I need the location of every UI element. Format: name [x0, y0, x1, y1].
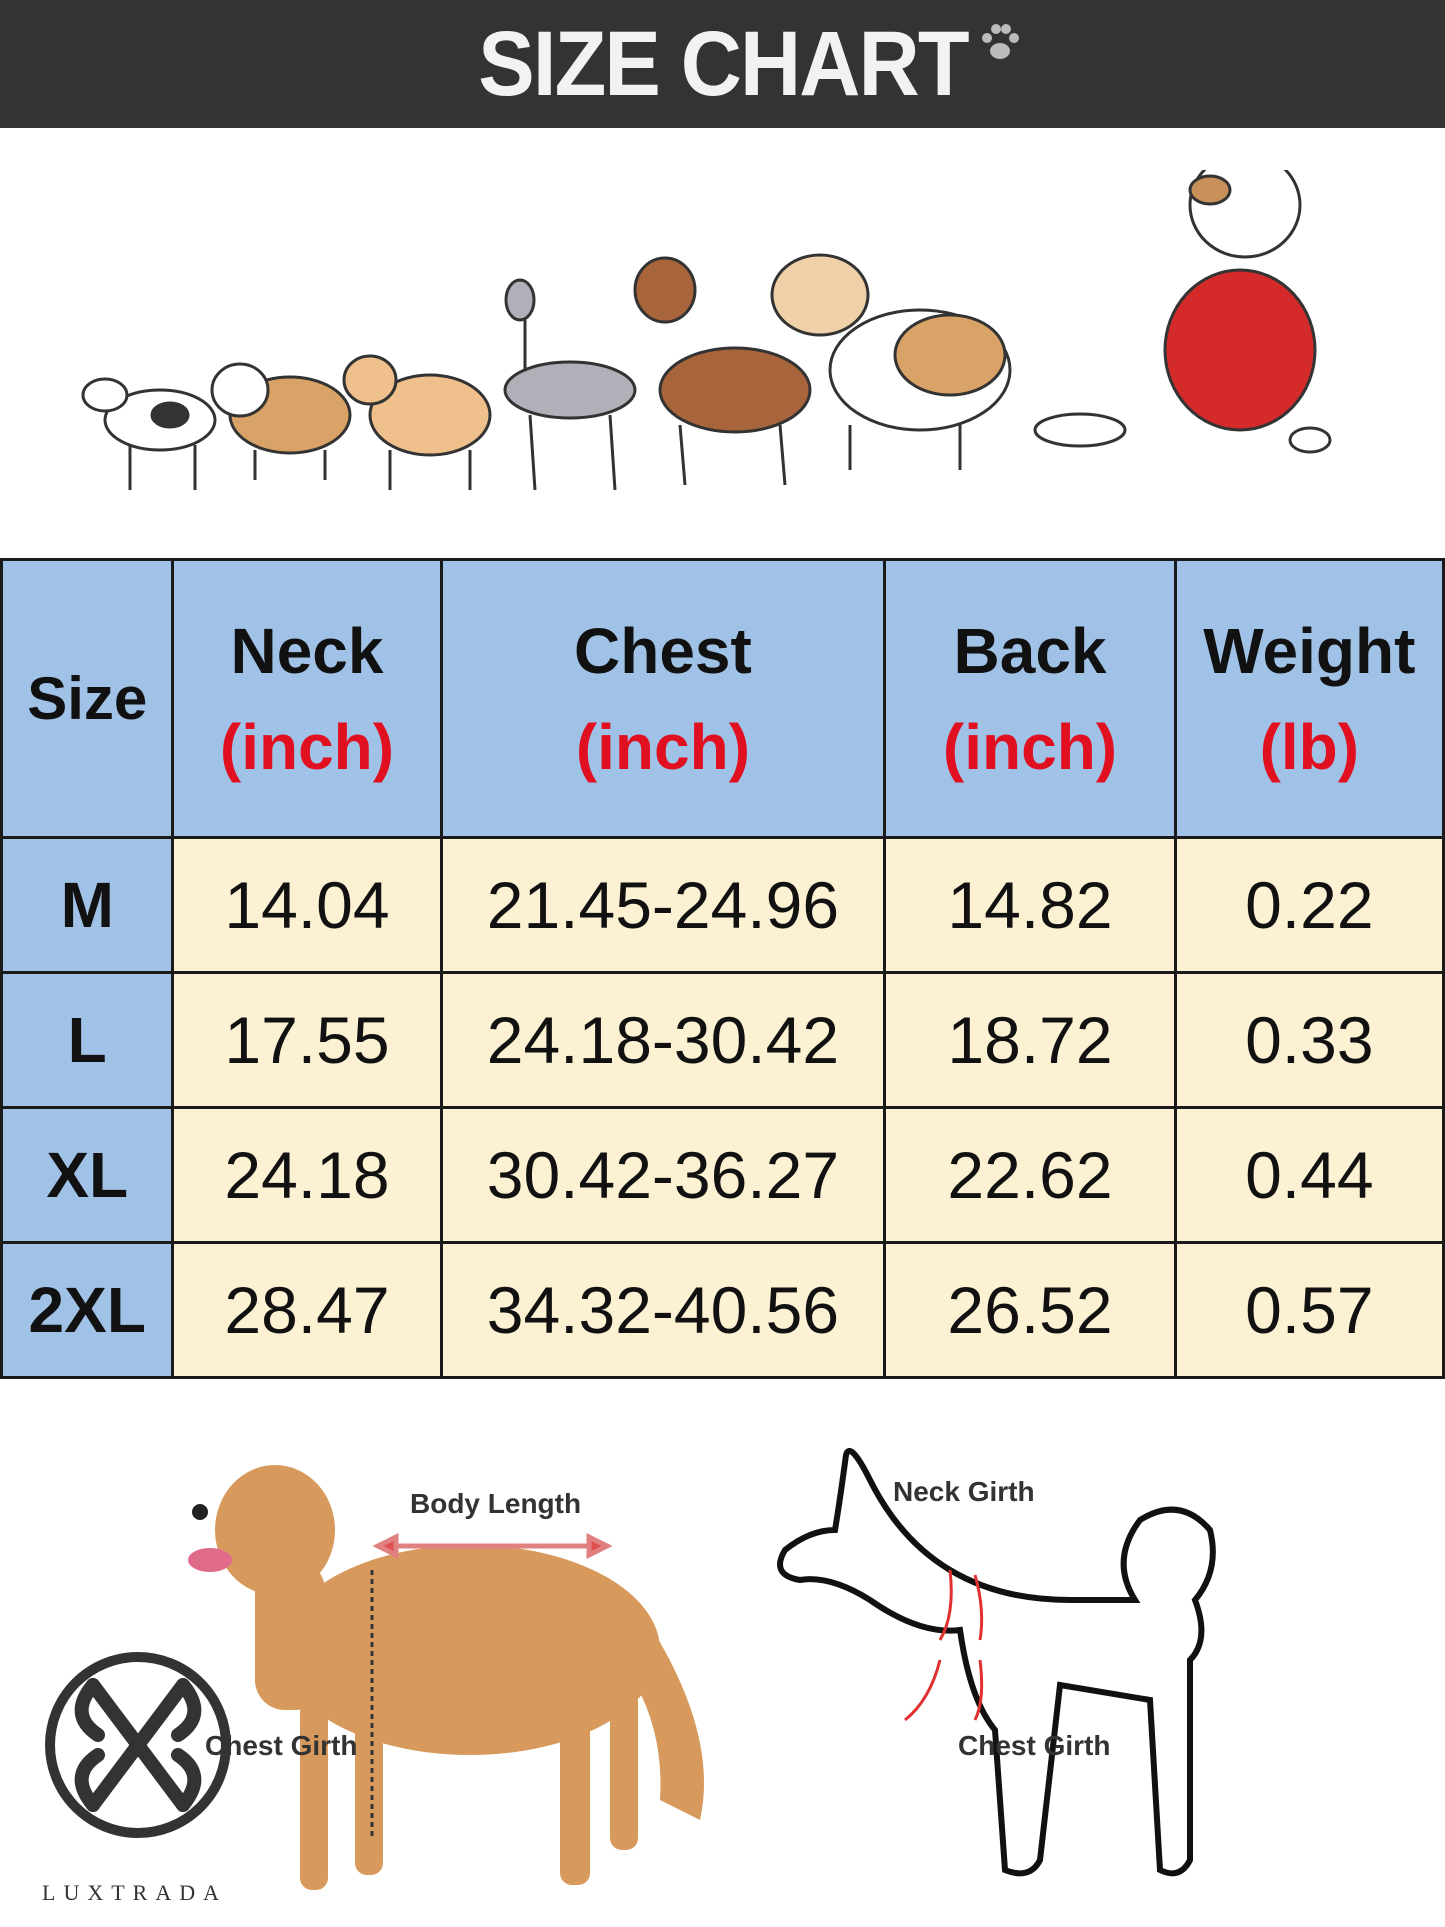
- column-label: Neck: [230, 614, 384, 687]
- chest-cell: 24.18-30.42: [439, 971, 887, 1109]
- back-cell: 22.62: [883, 1106, 1177, 1244]
- column-label: Back: [953, 614, 1107, 687]
- neck-cell: 28.47: [171, 1241, 443, 1379]
- dog-small-terrier: [81, 377, 217, 490]
- column-label: Weight: [1203, 614, 1416, 687]
- dog-bulldog-small: [210, 362, 352, 480]
- dog-greyhound: [503, 278, 637, 491]
- chest-cell: 21.45-24.96: [439, 836, 887, 974]
- back-cell: 18.72: [883, 971, 1177, 1109]
- body-length-arrow: [372, 1532, 613, 1560]
- chest-girth-outline-label: Chest Girth: [958, 1730, 1111, 1761]
- back-cell: 14.82: [883, 836, 1177, 974]
- neck-cell: 14.04: [171, 836, 443, 974]
- size-cell: XL: [0, 1106, 175, 1244]
- dog-shar-pei: [342, 354, 492, 490]
- table-row: L 17.55 24.18-30.42 18.72 0.33: [0, 971, 1445, 1109]
- column-unit: (inch): [575, 710, 750, 783]
- size-cell: M: [0, 836, 175, 974]
- chest-cell: 34.32-40.56: [439, 1241, 887, 1379]
- column-unit: (inch): [219, 710, 395, 783]
- size-cell: L: [0, 971, 175, 1109]
- table-header-row: Size Neck (inch) Chest (inch) Back (inch) W…: [0, 558, 1445, 839]
- weight-cell: 0.57: [1173, 1241, 1445, 1379]
- dog-bulldog-large: [770, 253, 1012, 470]
- dog-bulldog-red-sweater: [1033, 170, 1332, 454]
- dog-sizes-illustration: [81, 170, 1332, 491]
- paw-print-icon: [982, 24, 1019, 59]
- table-row: 2XL 28.47 34.32-40.56 26.52 0.57: [0, 1241, 1445, 1379]
- column-label: Chest: [574, 614, 752, 687]
- page-title: SIZE CHART: [477, 12, 969, 115]
- chest-cell: 30.42-36.27: [439, 1106, 887, 1244]
- luxtrada-logo: [45, 1652, 231, 1838]
- weight-cell: 0.33: [1173, 971, 1445, 1109]
- column-header-neck: Neck (inch): [171, 558, 443, 839]
- dog-hound: [633, 256, 812, 486]
- column-unit: (inch): [942, 710, 1118, 783]
- neck-cell: 24.18: [171, 1106, 443, 1244]
- golden-retriever-photo: [188, 1465, 704, 1890]
- neck-girth-label: Neck Girth: [893, 1476, 1035, 1507]
- neck-cell: 17.55: [171, 971, 443, 1109]
- column-header-weight: Weight (lb): [1173, 558, 1445, 839]
- column-header-chest: Chest (inch): [439, 558, 887, 839]
- back-cell: 26.52: [883, 1241, 1177, 1379]
- column-header-size: Size: [0, 558, 175, 839]
- header-bar: SIZE CHART: [0, 0, 1445, 128]
- weight-cell: 0.44: [1173, 1106, 1445, 1244]
- column-header-back: Back (inch): [883, 558, 1177, 839]
- weight-cell: 0.22: [1173, 836, 1445, 974]
- measurement-guide: Body Length Chest Girth Neck Girth Chest…: [0, 1400, 1445, 1927]
- dog-outline-diagram: [777, 1447, 1216, 1877]
- body-length-label: Body Length: [410, 1488, 582, 1519]
- size-cell: 2XL: [0, 1241, 175, 1379]
- size-chart-table: Size Neck (inch) Chest (inch) Back (inch) W…: [0, 558, 1445, 1379]
- table-row: XL 24.18 30.42-36.27 22.62 0.44: [0, 1106, 1445, 1244]
- brand-name: LUXTRADA: [42, 1880, 227, 1905]
- column-unit: (lb): [1259, 710, 1360, 783]
- table-row: M 14.04 21.45-24.96 14.82 0.22: [0, 836, 1445, 974]
